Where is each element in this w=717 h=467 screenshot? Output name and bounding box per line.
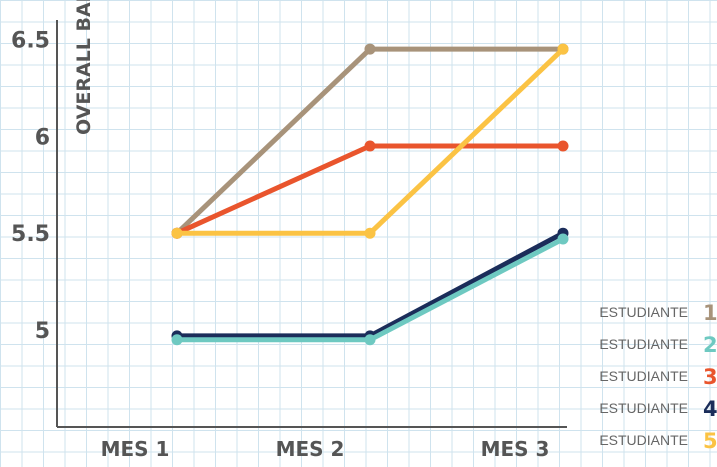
legend-label: ESTUDIANTE: [599, 304, 688, 320]
legend-label: ESTUDIANTE: [599, 336, 688, 352]
y-tick-label: 6.5: [11, 28, 50, 53]
data-point-estudiante-3: [557, 140, 569, 152]
legend-number: 3: [703, 365, 717, 389]
series-line-estudiante-2: [174, 236, 566, 343]
series-line-estudiante-4: [174, 230, 566, 339]
legend-number: 5: [703, 429, 717, 453]
y-axis-label: OVERALL BAND: [73, 0, 95, 135]
data-point-estudiante-2: [364, 334, 376, 346]
data-point-estudiante-1: [364, 43, 376, 55]
y-tick-label: 6: [35, 125, 50, 150]
legend-label: ESTUDIANTE: [599, 368, 688, 384]
data-point-estudiante-5: [364, 227, 376, 239]
legend-label: ESTUDIANTE: [599, 400, 688, 416]
legend-label: ESTUDIANTE: [599, 432, 688, 448]
data-point-estudiante-3: [364, 140, 376, 152]
x-tick-label: MES 3: [481, 437, 550, 461]
x-tick-labels: MES 1 MES 2 MES 3: [101, 437, 550, 461]
x-tick-label: MES 2: [276, 437, 345, 461]
data-point-estudiante-5: [171, 227, 183, 239]
legend: ESTUDIANTE 1 ESTUDIANTE 2 ESTUDIANTE 3 ESTUDIA…: [599, 301, 717, 453]
x-tick-label: MES 1: [101, 437, 170, 461]
data-point-estudiante-2: [557, 233, 569, 245]
legend-number: 4: [703, 397, 717, 421]
data-point-estudiante-2: [171, 334, 183, 346]
y-tick-label: 5: [35, 319, 50, 344]
legend-number: 2: [703, 333, 717, 357]
y-tick-label: 5.5: [11, 222, 50, 247]
axes: [56, 20, 567, 428]
series-layer: [171, 43, 569, 346]
data-point-estudiante-5: [557, 43, 569, 55]
series-line-estudiante-3: [174, 143, 566, 236]
legend-number: 1: [703, 301, 717, 325]
y-tick-labels: 5 5.5 6 6.5: [11, 28, 50, 344]
